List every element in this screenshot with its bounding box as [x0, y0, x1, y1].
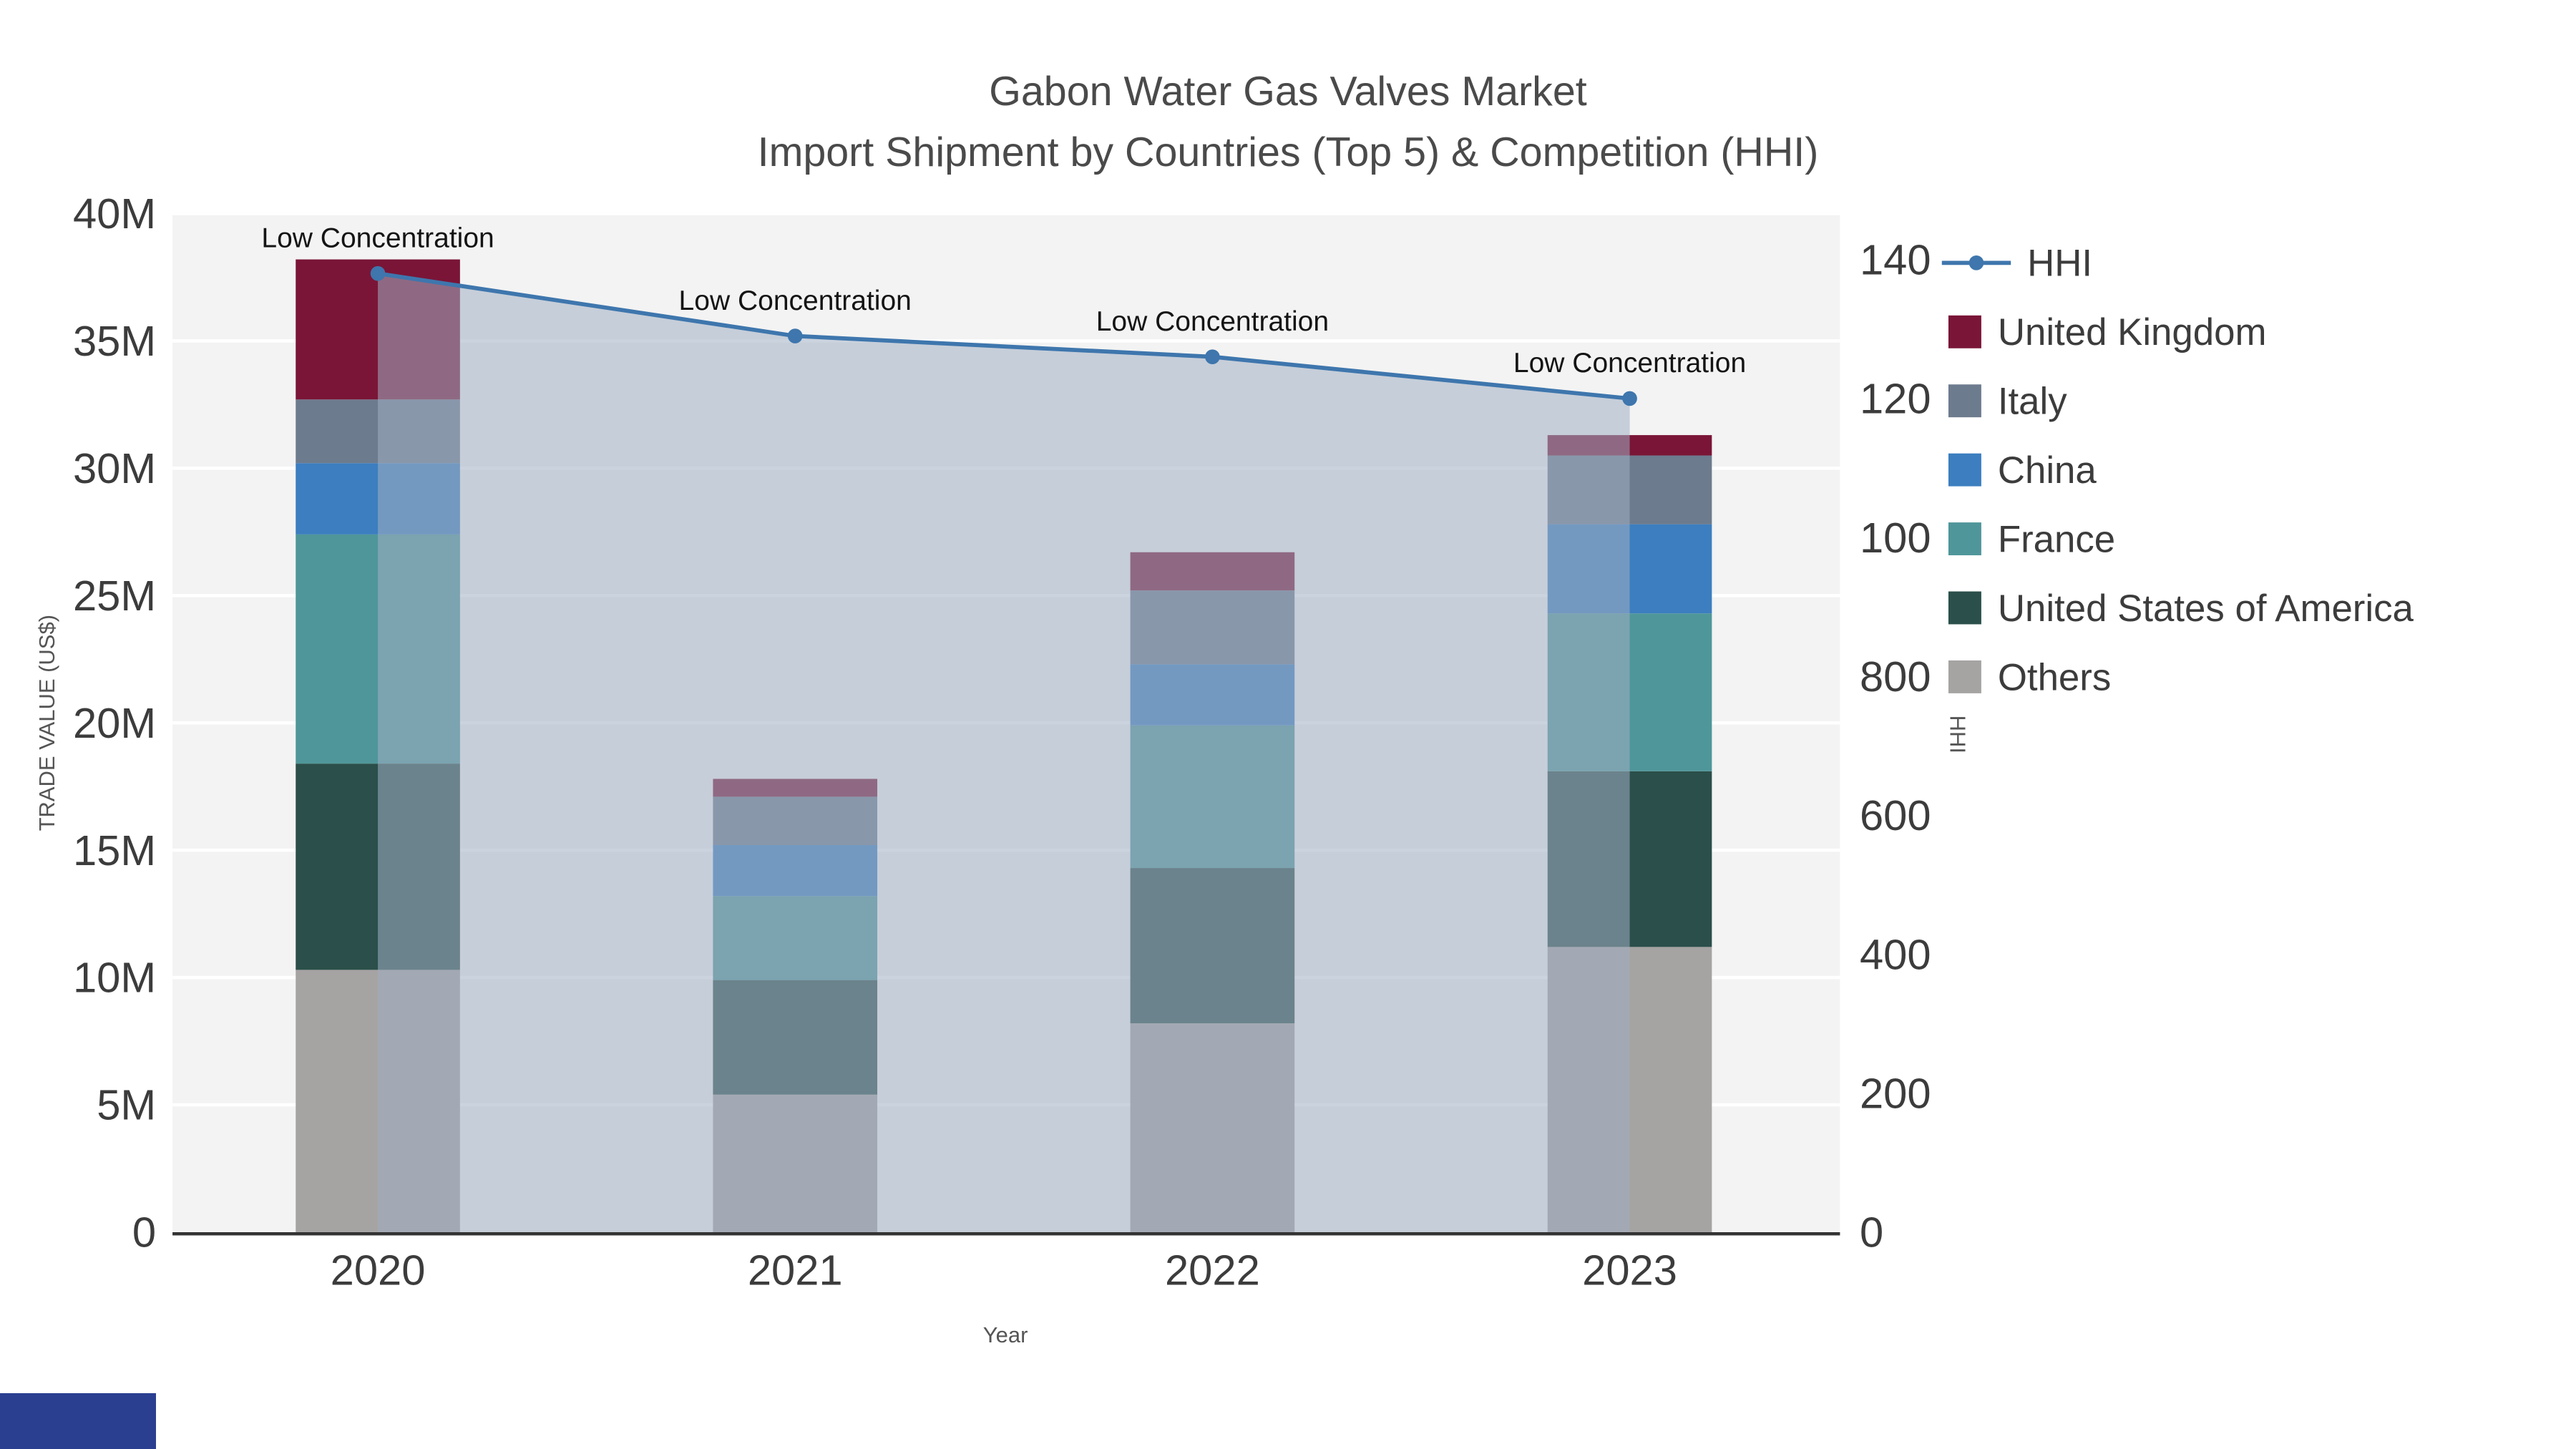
y-tick-label: 15M — [73, 826, 156, 874]
y-tick-label: 20M — [73, 699, 156, 747]
hhi-area-fill — [378, 273, 1630, 1232]
x-tick-label-2023: 2023 — [1582, 1246, 1677, 1294]
hhi-marker-2021 — [787, 328, 803, 343]
legend-line-marker — [1968, 255, 1984, 270]
legend-item-france[interactable]: France — [1948, 518, 2115, 560]
annotation-2022: Low Concentration — [1096, 306, 1329, 337]
legend-label: HHI — [2027, 243, 2092, 285]
hhi-marker-2023 — [1622, 391, 1637, 406]
y-tick-label: 25M — [73, 572, 156, 620]
y-tick-label: 5M — [97, 1081, 156, 1129]
legend-swatch — [1948, 522, 1981, 556]
legend-item-china[interactable]: China — [1948, 449, 2097, 492]
y2-tick-label: 0 — [1860, 1209, 1883, 1257]
chart-subtitle: Import Shipment by Countries (Top 5) & C… — [758, 130, 1819, 175]
chart-title: Gabon Water Gas Valves Market — [989, 69, 1586, 114]
annotation-2021: Low Concentration — [679, 286, 912, 316]
y-tick-label: 30M — [73, 444, 156, 492]
hhi-line — [377, 271, 1630, 401]
legend-label: Italy — [1998, 381, 2067, 423]
legend-item-united-kingdom[interactable]: United Kingdom — [1948, 311, 2267, 353]
y-axis-title: TRADE VALUE (US$) — [34, 615, 59, 831]
y2-tick-label: 120 — [1860, 375, 1931, 423]
legend-label: Others — [1998, 656, 2111, 698]
annotation-2020: Low Concentration — [261, 223, 494, 253]
x-axis-title: Year — [983, 1322, 1028, 1347]
y2-tick-label: 600 — [1860, 791, 1931, 839]
x-tick-label-2021: 2021 — [748, 1246, 843, 1294]
legend-label: United Kingdom — [1998, 311, 2267, 353]
hhi-marker-2020 — [370, 265, 386, 281]
legend-item-others[interactable]: Others — [1948, 656, 2111, 698]
y2-tick-label: 200 — [1860, 1069, 1931, 1117]
y2-tick-label: 400 — [1860, 930, 1931, 978]
y-tick-label: 40M — [73, 190, 156, 238]
legend-item-united-states-of-america[interactable]: United States of America — [1948, 587, 2414, 630]
legend-swatch — [1948, 591, 1981, 625]
y2-tick-label: 800 — [1860, 653, 1931, 701]
y-tick-label: 35M — [73, 317, 156, 365]
legend-label: France — [1998, 518, 2115, 560]
y-tick-label: 0 — [132, 1209, 156, 1257]
legend-swatch — [1948, 660, 1981, 693]
legend-label: China — [1998, 449, 2097, 492]
chart-legend: HHI United Kingdom Italy China France United … — [1941, 243, 2414, 698]
legend-swatch — [1948, 315, 1981, 348]
legend-item-italy[interactable]: Italy — [1948, 381, 2067, 423]
x-tick-label-2022: 2022 — [1165, 1246, 1260, 1294]
legend-item-hhi[interactable]: HHI — [1941, 243, 2092, 285]
annotation-2023: Low Concentration — [1513, 348, 1746, 379]
legend-swatch — [1948, 384, 1981, 418]
x-tick-label-2020: 2020 — [331, 1246, 426, 1294]
y-tick-label: 10M — [73, 954, 156, 1002]
bottom-left-blue-bar — [0, 1393, 156, 1449]
legend-label: United States of America — [1998, 587, 2414, 630]
y2-axis-title: HHI — [1945, 716, 1970, 753]
legend-swatch — [1948, 453, 1981, 487]
y2-tick-label: 100 — [1860, 514, 1931, 562]
plot-layer: Low Concentration Low Concentration Low Co… — [73, 190, 1931, 1294]
hhi-marker-2022 — [1205, 349, 1220, 365]
y2-tick-label: 140 — [1860, 235, 1931, 283]
